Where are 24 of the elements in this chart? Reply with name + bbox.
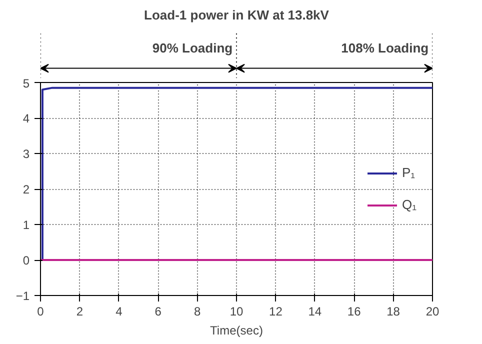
y-tick-label: 1	[22, 218, 30, 232]
text: 108% Loading	[341, 40, 429, 56]
x-tick-label: 18	[386, 304, 400, 318]
y-tick-label: 5	[22, 76, 30, 90]
y-tick-label: −1	[16, 289, 30, 303]
x-tick-label: 20	[426, 304, 440, 318]
x-tick-label: 2	[76, 304, 84, 318]
y-tick-label: 3	[22, 147, 30, 161]
x-tick-label: 10	[230, 304, 244, 318]
legend-label: Q₁	[402, 197, 418, 212]
x-tick-label: 8	[194, 304, 201, 318]
x-tick-label: 0	[37, 304, 44, 318]
x-axis-title: Time(sec)	[210, 324, 263, 338]
y-tick-label: 4	[22, 112, 30, 126]
x-tick-label: 4	[116, 304, 123, 318]
x-tick-label: 16	[347, 304, 362, 318]
y-tick-label: 2	[22, 182, 30, 196]
legend-label: P₁	[402, 165, 416, 180]
text: 90% Loading	[152, 40, 233, 56]
x-tick-label: 6	[154, 304, 162, 318]
chart-title: Load-1 power in KW at 13.8kV	[144, 8, 330, 22]
y-tick-label: 0	[22, 254, 30, 268]
x-tick-label: 12	[269, 304, 283, 318]
x-tick-label: 14	[308, 304, 322, 318]
